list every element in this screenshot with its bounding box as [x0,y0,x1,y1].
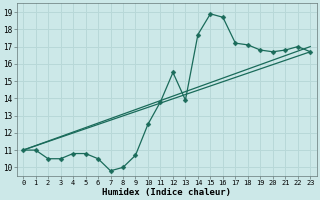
X-axis label: Humidex (Indice chaleur): Humidex (Indice chaleur) [102,188,231,197]
